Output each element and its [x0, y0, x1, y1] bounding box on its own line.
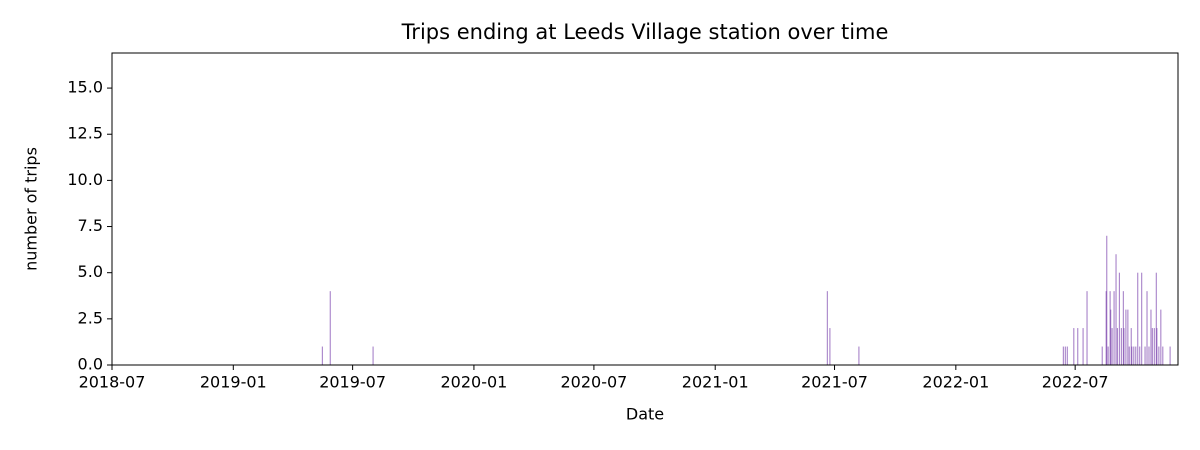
bar	[1120, 328, 1122, 365]
bar	[1160, 309, 1162, 365]
bar	[1169, 346, 1171, 365]
bar	[1082, 328, 1084, 365]
plot-frame	[111, 52, 1179, 366]
bar	[1153, 328, 1155, 365]
x-tick-label: 2018-07	[79, 373, 146, 392]
bar	[1111, 328, 1113, 365]
bar	[1123, 328, 1125, 365]
bar	[1125, 309, 1127, 365]
bar	[1107, 346, 1109, 365]
x-tick-label: 2021-01	[682, 373, 749, 392]
bar	[858, 346, 860, 365]
x-tick-label: 2019-01	[200, 373, 267, 392]
x-tick-label: 2021-07	[801, 373, 868, 392]
bar	[1101, 346, 1103, 365]
bar	[329, 291, 331, 365]
bar	[1131, 346, 1133, 365]
bar	[1162, 346, 1164, 365]
bar	[1156, 328, 1158, 365]
bar	[1105, 291, 1107, 365]
x-tick-label: 2022-07	[1042, 373, 1109, 392]
bar	[1109, 291, 1111, 365]
bar	[1133, 346, 1135, 365]
bar	[1151, 328, 1153, 365]
bar	[1155, 272, 1157, 365]
bar	[1122, 291, 1124, 365]
bar	[1146, 291, 1148, 365]
bar	[826, 291, 828, 365]
bar	[1110, 309, 1112, 365]
bar	[1137, 272, 1139, 365]
y-tick-label: 2.5	[78, 308, 103, 327]
bar	[1064, 346, 1066, 365]
bar	[1118, 272, 1120, 365]
bar	[1150, 309, 1152, 365]
bar	[1062, 346, 1064, 365]
x-tick-label: 2020-07	[560, 373, 627, 392]
bar	[1115, 254, 1117, 365]
bar	[1077, 328, 1079, 365]
y-tick-label: 12.5	[67, 124, 103, 143]
x-tick-label: 2022-01	[922, 373, 989, 392]
y-tick-label: 0.0	[78, 355, 103, 374]
bar	[321, 346, 323, 365]
bar	[1127, 309, 1129, 365]
bar	[1141, 272, 1143, 365]
bar	[1106, 235, 1108, 365]
x-tick-label: 2020-01	[440, 373, 507, 392]
bar	[1128, 346, 1130, 365]
bar	[829, 328, 831, 365]
bar	[1130, 328, 1132, 365]
bar	[1158, 346, 1160, 365]
y-axis-label: number of trips	[22, 147, 41, 271]
bar	[1135, 346, 1137, 365]
bar	[1073, 328, 1075, 365]
y-tick-label: 7.5	[78, 216, 103, 235]
bar	[1144, 346, 1146, 365]
bar	[1086, 291, 1088, 365]
bar	[1139, 346, 1141, 365]
bar	[1116, 328, 1118, 365]
chart-title: Trips ending at Leeds Village station ov…	[401, 20, 889, 44]
bar	[1148, 346, 1150, 365]
y-tick-label: 5.0	[78, 262, 103, 281]
bar	[1113, 291, 1115, 365]
x-tick-label: 2019-07	[319, 373, 386, 392]
bar	[1066, 346, 1068, 365]
y-tick-label: 15.0	[67, 78, 103, 97]
y-tick-label: 10.0	[67, 170, 103, 189]
x-axis-label: Date	[626, 405, 664, 424]
bar	[372, 346, 374, 365]
